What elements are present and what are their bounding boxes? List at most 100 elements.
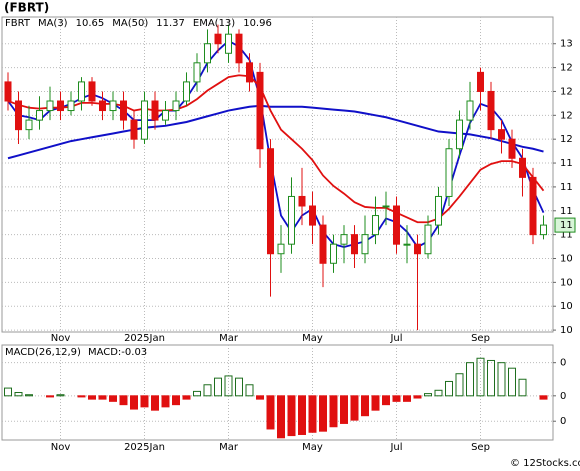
y-tick-label: 0 bbox=[560, 391, 566, 402]
y-tick-label: 11 bbox=[560, 158, 573, 169]
y-tick-label: 11 bbox=[560, 182, 573, 193]
candle-body bbox=[498, 129, 505, 140]
candle-body bbox=[109, 100, 117, 112]
macd-bar bbox=[487, 359, 495, 397]
candle-body bbox=[319, 224, 327, 264]
macd-bar bbox=[518, 378, 527, 397]
macd-bar bbox=[340, 395, 348, 424]
chart-title: (FBRT) bbox=[4, 1, 49, 15]
macd-bar bbox=[182, 395, 191, 400]
candle-body bbox=[120, 100, 127, 121]
x-tick-label: Jul bbox=[389, 442, 402, 453]
x-tick-label: Nov bbox=[51, 442, 71, 453]
legend-entry: 10.65 bbox=[76, 18, 105, 29]
candle-body bbox=[277, 243, 285, 255]
candle-body bbox=[78, 81, 85, 102]
candle-body bbox=[298, 195, 306, 207]
legend-entry: 10.96 bbox=[243, 18, 272, 29]
x-tick-label: 2025Jan bbox=[124, 442, 165, 453]
y-tick-label: 10 bbox=[560, 325, 573, 336]
macd-bar bbox=[298, 395, 306, 435]
x-tick-label: May bbox=[302, 333, 323, 344]
candle-body bbox=[508, 138, 516, 159]
candle-body bbox=[456, 119, 463, 150]
candle-body bbox=[487, 90, 495, 131]
macd-bar bbox=[539, 395, 548, 400]
macd-bar bbox=[497, 362, 506, 397]
y-tick-label: 0 bbox=[560, 416, 566, 427]
x-tick-label: Jul bbox=[389, 333, 402, 344]
macd-bar bbox=[151, 395, 159, 411]
candle-body bbox=[162, 110, 169, 121]
y-tick-label: 11 bbox=[560, 206, 573, 217]
candle-body bbox=[309, 205, 316, 226]
x-tick-label: Sep bbox=[471, 442, 490, 453]
macd-bar bbox=[245, 384, 254, 397]
macd-bar bbox=[193, 390, 201, 397]
ma-line bbox=[7, 104, 544, 160]
macd-bar bbox=[403, 395, 411, 402]
macd-bar bbox=[308, 395, 317, 433]
macd-bar bbox=[172, 395, 180, 406]
macd-bar bbox=[88, 395, 96, 400]
macd-subtitle: MACD:-0.03 bbox=[88, 347, 147, 358]
candle-body bbox=[25, 119, 33, 131]
macd-bar bbox=[466, 362, 474, 397]
candle-body bbox=[361, 234, 369, 255]
macd-bar bbox=[319, 395, 327, 432]
macd-bar bbox=[371, 395, 380, 411]
macd-bar bbox=[4, 387, 12, 397]
candle-body bbox=[372, 215, 379, 236]
macd-bar bbox=[392, 395, 401, 402]
x-tick-label: May bbox=[302, 442, 323, 453]
macd-bar bbox=[455, 373, 464, 397]
candle-body bbox=[151, 100, 159, 121]
macd-bar bbox=[350, 395, 359, 421]
macd-bar bbox=[277, 395, 285, 439]
candle-body bbox=[130, 119, 138, 140]
macd-bar bbox=[119, 395, 128, 406]
candle-body bbox=[46, 100, 54, 112]
y-tick-label: 12 bbox=[560, 134, 573, 145]
candle-body bbox=[519, 157, 526, 178]
candle-body bbox=[477, 71, 484, 92]
x-tick-label: 2025Jan bbox=[124, 333, 165, 344]
macd-bar bbox=[109, 395, 117, 402]
x-tick-label: Mar bbox=[219, 442, 239, 453]
legend-entry: EMA(13) bbox=[193, 18, 235, 29]
candle-body bbox=[36, 110, 43, 121]
y-tick-label: 13 bbox=[560, 39, 573, 50]
macd-bar bbox=[161, 395, 170, 408]
candle-body bbox=[172, 100, 180, 112]
macd-bar bbox=[382, 395, 390, 406]
macd-bar bbox=[140, 395, 149, 408]
macd-bar bbox=[476, 357, 485, 397]
last-price-label: 11 bbox=[560, 220, 573, 231]
macd-panel bbox=[1, 344, 554, 441]
candle-body bbox=[288, 195, 295, 245]
candle-body bbox=[141, 100, 148, 140]
macd-bar bbox=[214, 377, 222, 397]
candle-body bbox=[424, 224, 432, 255]
macd-bar bbox=[329, 395, 338, 428]
macd-bar bbox=[424, 393, 432, 397]
candle-body bbox=[267, 148, 274, 255]
candle-body bbox=[99, 100, 106, 112]
candle-body bbox=[393, 205, 400, 245]
candle-body bbox=[57, 100, 64, 112]
legend-entry: MA(3) bbox=[38, 18, 68, 29]
candle-body bbox=[540, 224, 547, 236]
legend-entry: FBRT bbox=[5, 18, 31, 29]
candle-body bbox=[193, 62, 201, 83]
macd-bar bbox=[46, 395, 54, 398]
y-tick-label: 10 bbox=[560, 277, 573, 288]
candle-body bbox=[246, 62, 253, 83]
macd-bar bbox=[98, 395, 107, 400]
y-tick-label: 11 bbox=[560, 230, 573, 241]
macd-title: MACD(26,12,9) bbox=[5, 347, 81, 358]
macd-bar bbox=[25, 394, 33, 397]
x-tick-label: Mar bbox=[219, 333, 239, 344]
price-panel bbox=[1, 16, 554, 333]
candle-body bbox=[225, 33, 232, 54]
